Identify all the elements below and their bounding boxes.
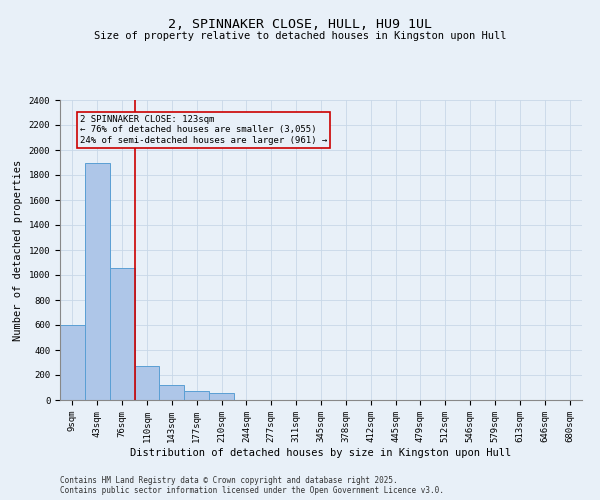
Bar bbox=[160, 385, 184, 400]
Bar bbox=[134, 366, 160, 400]
Bar bbox=[85, 162, 110, 400]
Text: Size of property relative to detached houses in Kingston upon Hull: Size of property relative to detached ho… bbox=[94, 31, 506, 41]
Bar bbox=[209, 392, 234, 400]
X-axis label: Distribution of detached houses by size in Kingston upon Hull: Distribution of detached houses by size … bbox=[130, 448, 512, 458]
Text: Contains HM Land Registry data © Crown copyright and database right 2025.
Contai: Contains HM Land Registry data © Crown c… bbox=[60, 476, 444, 495]
Bar bbox=[110, 268, 134, 400]
Text: 2, SPINNAKER CLOSE, HULL, HU9 1UL: 2, SPINNAKER CLOSE, HULL, HU9 1UL bbox=[168, 18, 432, 30]
Bar bbox=[60, 325, 85, 400]
Bar bbox=[184, 391, 209, 400]
Text: 2 SPINNAKER CLOSE: 123sqm
← 76% of detached houses are smaller (3,055)
24% of se: 2 SPINNAKER CLOSE: 123sqm ← 76% of detac… bbox=[80, 115, 327, 145]
Y-axis label: Number of detached properties: Number of detached properties bbox=[13, 160, 23, 340]
